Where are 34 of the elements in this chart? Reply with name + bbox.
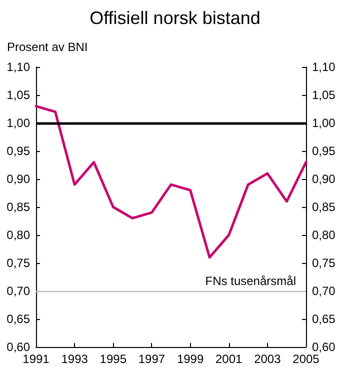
line-series xyxy=(34,104,308,259)
y2-tick-label: 1,10 xyxy=(312,60,336,74)
y2-tick-label: 0,90 xyxy=(312,172,336,186)
y2-tick-label: 0,65 xyxy=(312,312,336,326)
y2-tick-label: 0,75 xyxy=(312,256,336,270)
x-tick-label: 1991 xyxy=(22,352,50,366)
y-tick-label: 0,85 xyxy=(6,200,30,214)
y2-tick-label: 0,95 xyxy=(312,144,336,158)
y-tick-label: 0,60 xyxy=(6,340,30,354)
y2-tick-label: 1,00 xyxy=(312,116,336,130)
y-tick-label: 1,10 xyxy=(6,60,30,74)
y-tick-label: 0,95 xyxy=(6,144,30,158)
y-tick-label: 0,75 xyxy=(6,256,30,270)
y2-tick-label: 0,85 xyxy=(312,200,336,214)
y2-tick-label: 0,70 xyxy=(312,284,336,298)
y2-tick-label: 0,80 xyxy=(312,228,336,242)
y-tick-label: 0,90 xyxy=(6,172,30,186)
chart-title: Offisiell norsk bistand xyxy=(90,8,260,28)
y2-tick-label: 1,05 xyxy=(312,88,336,102)
y-axis-title: Prosent av BNI xyxy=(7,40,88,54)
x-tick-label: 1997 xyxy=(138,352,166,366)
y-tick-label: 1,00 xyxy=(6,116,30,130)
x-tick-label: 2005 xyxy=(292,352,320,366)
ref-line-label: FNs tusenårsmål xyxy=(205,274,296,288)
x-tick-label: 2003 xyxy=(254,352,282,366)
y2-tick-label: 0,60 xyxy=(312,340,336,354)
y-tick-label: 0,80 xyxy=(6,228,30,242)
y-tick-label: 0,65 xyxy=(6,312,30,326)
x-tick-label: 1993 xyxy=(61,352,88,366)
x-tick-label: 1999 xyxy=(176,352,204,366)
y-tick-label: 0,70 xyxy=(6,284,30,298)
y-tick-label: 1,05 xyxy=(6,88,30,102)
x-tick-label: 1995 xyxy=(100,352,127,366)
x-tick-label: 2001 xyxy=(216,352,243,366)
